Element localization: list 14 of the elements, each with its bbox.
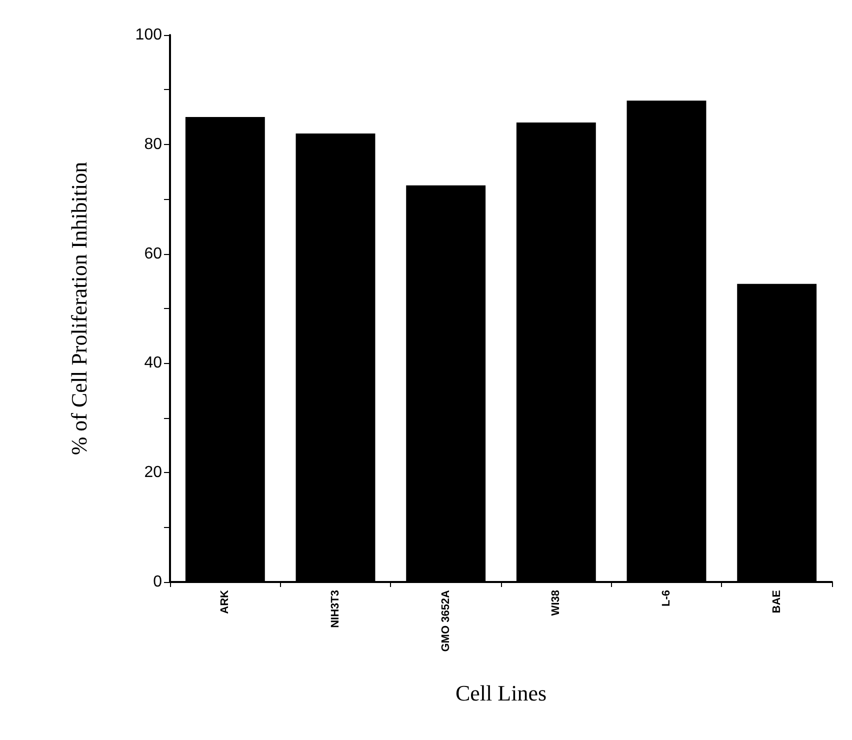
x-tick-label: BAE — [770, 590, 783, 614]
y-tick-label: 80 — [144, 136, 162, 153]
y-tick-label: 40 — [144, 354, 162, 372]
x-axis-title: Cell Lines — [455, 680, 547, 706]
x-tick-label: GMO 3652A — [440, 590, 452, 652]
x-tick-label: NIH3T3 — [330, 590, 342, 628]
y-tick-label: 100 — [135, 26, 162, 44]
y-tick-label: 60 — [144, 245, 162, 262]
x-tick-label: WI38 — [550, 590, 562, 616]
y-axis-title: % of Cell Proliferation Inhibition — [66, 162, 92, 456]
x-tick-label: L-6 — [660, 590, 672, 606]
y-tick-label: 0 — [153, 574, 162, 590]
y-tick-label: 20 — [144, 464, 162, 482]
x-tick-label: ARK — [219, 590, 232, 614]
